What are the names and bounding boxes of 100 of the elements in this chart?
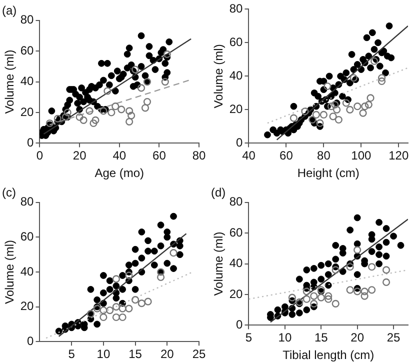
point (382, 238, 390, 246)
point (290, 114, 298, 122)
y-tick-label: 0 (236, 136, 244, 150)
point (150, 248, 158, 255)
point (370, 57, 378, 65)
point (94, 296, 101, 304)
point (359, 109, 367, 117)
point (382, 278, 390, 286)
point (350, 74, 358, 82)
point (80, 116, 88, 124)
point (112, 313, 120, 322)
x-tick-label: 0 (36, 148, 44, 163)
point (141, 104, 150, 112)
y-tick-label: 20 (20, 299, 34, 314)
point (382, 266, 390, 274)
point (324, 271, 332, 278)
point (92, 116, 100, 124)
point (366, 94, 374, 102)
point (138, 228, 146, 236)
point (364, 100, 372, 108)
point (106, 277, 114, 284)
point (150, 262, 158, 268)
point (332, 256, 340, 263)
point (324, 282, 332, 289)
point (274, 306, 282, 314)
point (346, 286, 354, 294)
point (312, 110, 320, 119)
point (125, 272, 133, 280)
point (125, 262, 132, 268)
point (310, 292, 318, 300)
x-tick-label: 10 (278, 330, 292, 345)
point (137, 84, 146, 92)
point (310, 300, 318, 308)
point (303, 266, 310, 274)
point (118, 304, 126, 312)
point (303, 306, 310, 314)
point (164, 228, 171, 236)
x-tick-label: 20 (160, 347, 174, 362)
point (332, 242, 340, 249)
point (164, 260, 171, 267)
point (144, 237, 152, 244)
point (334, 116, 342, 124)
point (138, 254, 146, 262)
point (346, 226, 354, 234)
x-tick-label: 60 (152, 148, 166, 163)
point (138, 300, 146, 308)
x-tick-label: 25 (386, 330, 401, 345)
point (378, 74, 386, 82)
point (376, 251, 382, 258)
point (376, 260, 382, 268)
point (156, 273, 165, 282)
point (106, 306, 114, 314)
y-tick-label: 80 (229, 194, 244, 209)
point (143, 98, 152, 106)
point (332, 266, 340, 274)
point (100, 289, 107, 296)
y-tick-label: 60 (229, 35, 244, 50)
point (324, 292, 332, 300)
point (302, 295, 310, 303)
y-tick-label: 80 (20, 12, 34, 27)
point (368, 248, 376, 255)
point (100, 306, 108, 314)
point (368, 286, 376, 294)
point (342, 99, 350, 107)
point (296, 309, 303, 316)
point (132, 66, 140, 74)
y-tick-label: 40 (20, 74, 34, 88)
point (317, 294, 325, 302)
point (76, 113, 84, 121)
point (320, 110, 328, 119)
point (163, 50, 171, 58)
point (296, 276, 303, 283)
x-axis-title: Tibial length (cm) (282, 348, 374, 362)
point (346, 106, 354, 114)
x-tick-label: 20 (350, 330, 364, 345)
point (100, 107, 108, 115)
point (288, 294, 296, 302)
x-tick-label: 25 (192, 347, 206, 362)
y-tick-label: 0 (236, 318, 244, 332)
x-tick-label: 15 (314, 330, 328, 345)
point (132, 296, 140, 304)
point (100, 313, 108, 322)
chart-title: (c) (2, 186, 16, 200)
y-tick-label: 20 (229, 286, 244, 301)
point (324, 260, 332, 268)
point (318, 276, 325, 283)
point (354, 271, 361, 278)
point (360, 288, 368, 296)
point (324, 295, 332, 303)
y-axis-title: Volume (ml) (2, 50, 17, 114)
x-tick-label: 10 (96, 347, 110, 362)
point (144, 248, 152, 255)
point (346, 263, 354, 271)
y-tick-label: 60 (229, 225, 244, 240)
point (55, 328, 62, 335)
x-tick-label: 60 (280, 148, 294, 163)
point (132, 246, 139, 253)
point (126, 107, 134, 115)
point (118, 313, 126, 322)
point (100, 272, 107, 279)
